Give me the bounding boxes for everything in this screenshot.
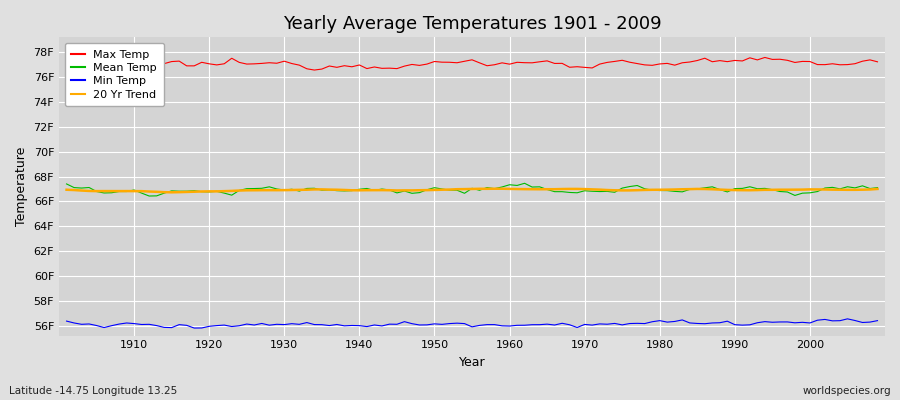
Line: 20 Yr Trend: 20 Yr Trend bbox=[67, 189, 878, 192]
Mean Temp bbox=[61, 182, 72, 186]
Max Temp bbox=[504, 62, 515, 66]
Y-axis label: Temperature: Temperature bbox=[15, 147, 28, 226]
Max Temp bbox=[339, 63, 350, 68]
Max Temp bbox=[309, 68, 320, 72]
Mean Temp bbox=[609, 190, 620, 195]
Min Temp bbox=[189, 326, 200, 330]
20 Yr Trend bbox=[519, 187, 530, 192]
Min Temp bbox=[602, 322, 613, 327]
20 Yr Trend bbox=[339, 188, 350, 192]
Min Temp bbox=[872, 318, 883, 323]
Mean Temp bbox=[872, 185, 883, 190]
Mean Temp bbox=[512, 183, 523, 188]
Mean Temp bbox=[519, 181, 530, 186]
20 Yr Trend bbox=[512, 187, 523, 192]
Line: Min Temp: Min Temp bbox=[67, 319, 878, 328]
20 Yr Trend bbox=[872, 186, 883, 191]
20 Yr Trend bbox=[166, 190, 177, 195]
X-axis label: Year: Year bbox=[459, 356, 485, 369]
Max Temp bbox=[602, 60, 613, 65]
20 Yr Trend bbox=[497, 186, 508, 191]
Max Temp bbox=[61, 63, 72, 68]
Mean Temp bbox=[339, 188, 350, 193]
Mean Temp bbox=[144, 194, 155, 198]
Line: Max Temp: Max Temp bbox=[67, 58, 878, 70]
Min Temp bbox=[122, 320, 132, 325]
Mean Temp bbox=[122, 189, 132, 194]
20 Yr Trend bbox=[294, 188, 305, 192]
Max Temp bbox=[872, 60, 883, 64]
Max Temp bbox=[286, 61, 297, 66]
Min Temp bbox=[512, 323, 523, 328]
20 Yr Trend bbox=[61, 187, 72, 192]
Min Temp bbox=[842, 316, 853, 321]
Legend: Max Temp, Mean Temp, Min Temp, 20 Yr Trend: Max Temp, Mean Temp, Min Temp, 20 Yr Tre… bbox=[65, 43, 164, 106]
Mean Temp bbox=[294, 189, 305, 194]
Min Temp bbox=[339, 324, 350, 328]
Min Temp bbox=[294, 322, 305, 327]
Max Temp bbox=[512, 60, 523, 65]
Text: worldspecies.org: worldspecies.org bbox=[803, 386, 891, 396]
Max Temp bbox=[760, 55, 770, 60]
Line: Mean Temp: Mean Temp bbox=[67, 183, 878, 196]
Title: Yearly Average Temperatures 1901 - 2009: Yearly Average Temperatures 1901 - 2009 bbox=[283, 15, 662, 33]
20 Yr Trend bbox=[609, 188, 620, 193]
Mean Temp bbox=[504, 182, 515, 187]
Text: Latitude -14.75 Longitude 13.25: Latitude -14.75 Longitude 13.25 bbox=[9, 386, 177, 396]
20 Yr Trend bbox=[122, 189, 132, 194]
Min Temp bbox=[504, 324, 515, 328]
Max Temp bbox=[122, 60, 132, 64]
Min Temp bbox=[61, 319, 72, 324]
